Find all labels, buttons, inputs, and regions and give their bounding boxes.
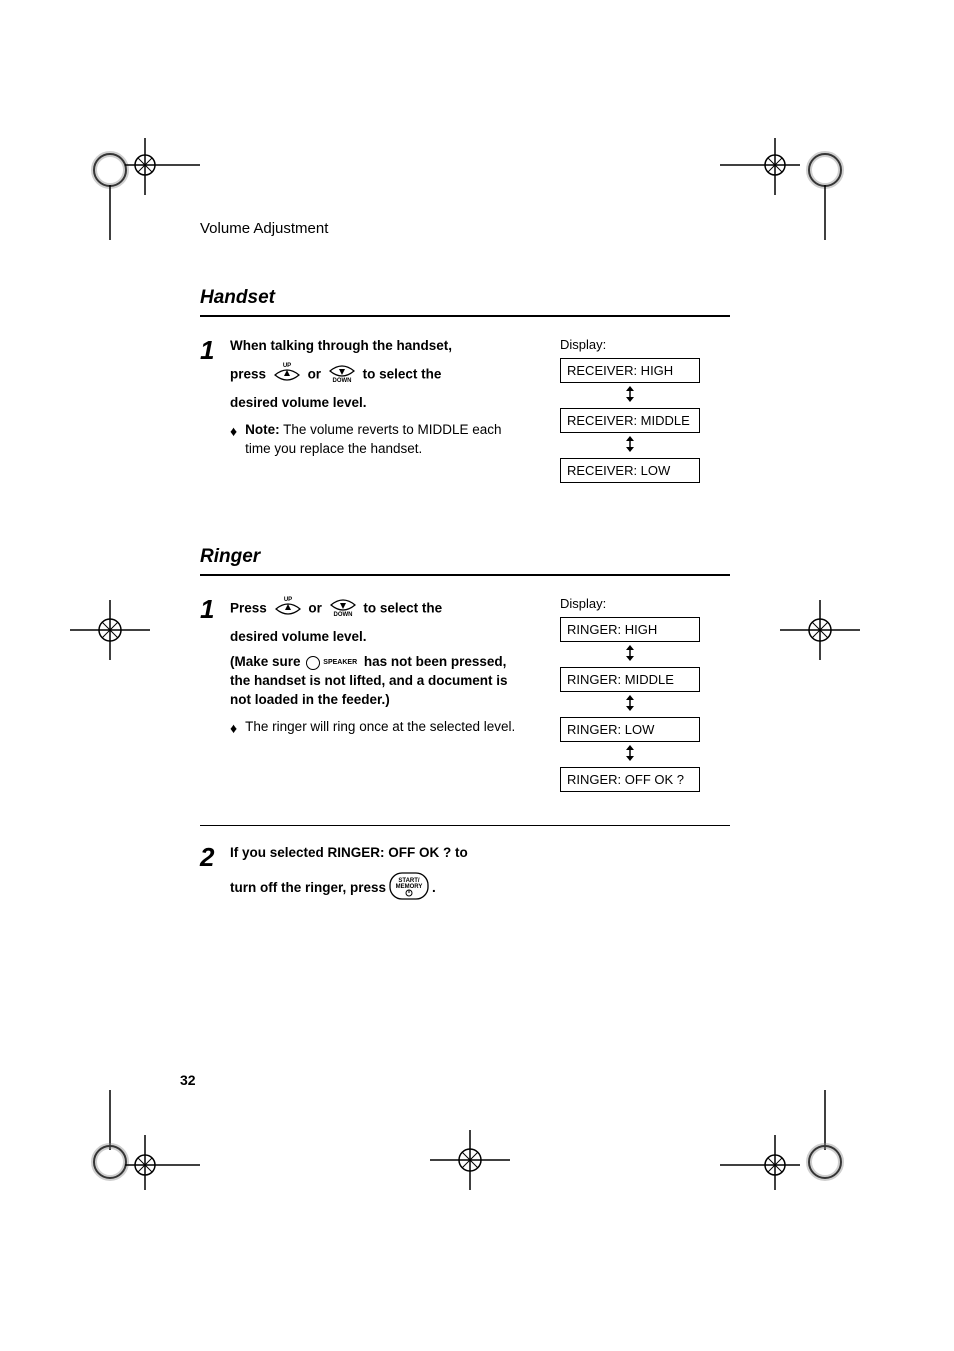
bullet-text: The ringer will ring once at the selecte… <box>245 718 515 737</box>
step-number: 1 <box>200 596 230 622</box>
regmark-mid-right <box>780 600 860 660</box>
display-label: Display: <box>560 596 700 611</box>
regmark-mid-left <box>70 600 150 660</box>
speaker-button-icon <box>306 656 320 670</box>
page-number: 32 <box>180 1072 196 1088</box>
text: The volume reverts to MIDDLE each time y… <box>245 422 501 456</box>
step-text: turn off the ringer, press START/ MEMORY… <box>230 871 580 907</box>
section-ringer-title: Ringer <box>200 546 730 568</box>
down-button-icon: DOWN <box>328 596 358 622</box>
ringer-step2: 2 If you selected RINGER: OFF OK ? to tu… <box>200 844 580 913</box>
regmark-bottom-left <box>80 1090 200 1200</box>
step-number: 1 <box>200 337 230 363</box>
updown-arrow-icon <box>560 433 700 458</box>
display-box: RINGER: OFF OK ? <box>560 767 700 792</box>
step-text: desired volume level. <box>230 628 520 647</box>
svg-text:DOWN: DOWN <box>332 378 351 382</box>
svg-text:UP: UP <box>283 597 291 603</box>
updown-arrow-icon <box>560 692 700 717</box>
note-text: Note: The volume reverts to MIDDLE each … <box>245 421 520 459</box>
text: or <box>308 601 322 616</box>
svg-text:DOWN: DOWN <box>333 612 352 616</box>
running-header: Volume Adjustment <box>200 220 730 237</box>
rule <box>200 825 730 826</box>
step-text: When talking through the handset, <box>230 337 520 356</box>
ringer-step1: 1 Press UP or <box>200 596 520 738</box>
display-box: RINGER: HIGH <box>560 617 700 642</box>
rule <box>200 315 730 317</box>
rule <box>200 574 730 576</box>
display-box: RECEIVER: HIGH <box>560 358 700 383</box>
regmark-bottom-center <box>430 1130 510 1190</box>
section-handset-title: Handset <box>200 287 730 309</box>
bullet-icon: ♦ <box>230 718 237 739</box>
note-label: Note: <box>245 422 280 437</box>
text: turn off the ringer, press <box>230 879 386 898</box>
ringer-display-col: Display: RINGER: HIGH RINGER: MIDDLE RIN… <box>560 596 700 792</box>
svg-text:UP: UP <box>283 363 291 369</box>
display-label: Display: <box>560 337 700 352</box>
text: . <box>432 879 436 898</box>
text: Press <box>230 601 267 616</box>
down-button-icon: DOWN <box>327 362 357 388</box>
svg-text:MEMORY: MEMORY <box>396 884 423 890</box>
regmark-top-left <box>80 130 200 240</box>
regmark-bottom-right <box>720 1090 850 1200</box>
bullet-row: ♦ The ringer will ring once at the selec… <box>230 718 520 739</box>
text: to select the <box>363 601 442 616</box>
display-box: RINGER: LOW <box>560 717 700 742</box>
handset-display-col: Display: RECEIVER: HIGH RECEIVER: MIDDLE… <box>560 337 700 483</box>
step-text: Press UP or DOWN <box>230 596 520 622</box>
display-box: RECEIVER: LOW <box>560 458 700 483</box>
text: press <box>230 366 266 381</box>
start-memory-button-icon: START/ MEMORY <box>388 871 430 907</box>
handset-step1: 1 When talking through the handset, pres… <box>200 337 520 458</box>
step-text: press UP or DOWN <box>230 362 520 388</box>
step-text: desired volume level. <box>230 394 520 413</box>
speaker-label: SPEAKER <box>323 659 357 666</box>
display-box: RINGER: MIDDLE <box>560 667 700 692</box>
updown-arrow-icon <box>560 383 700 408</box>
step-text: (Make sure SPEAKER has not been pressed,… <box>230 653 520 710</box>
text: to select the <box>363 366 442 381</box>
note-row: ♦ Note: The volume reverts to MIDDLE eac… <box>230 421 520 459</box>
page-content: Volume Adjustment Handset 1 When talking… <box>200 220 730 931</box>
step-text: If you selected RINGER: OFF OK ? to <box>230 844 580 863</box>
text: (Make sure <box>230 654 304 669</box>
display-box: RECEIVER: MIDDLE <box>560 408 700 433</box>
updown-arrow-icon <box>560 742 700 767</box>
step-number: 2 <box>200 844 230 870</box>
up-button-icon: UP <box>273 596 303 622</box>
text: or <box>308 366 322 381</box>
bullet-icon: ♦ <box>230 421 237 442</box>
updown-arrow-icon <box>560 642 700 667</box>
regmark-top-right <box>720 130 850 240</box>
up-button-icon: UP <box>272 362 302 388</box>
